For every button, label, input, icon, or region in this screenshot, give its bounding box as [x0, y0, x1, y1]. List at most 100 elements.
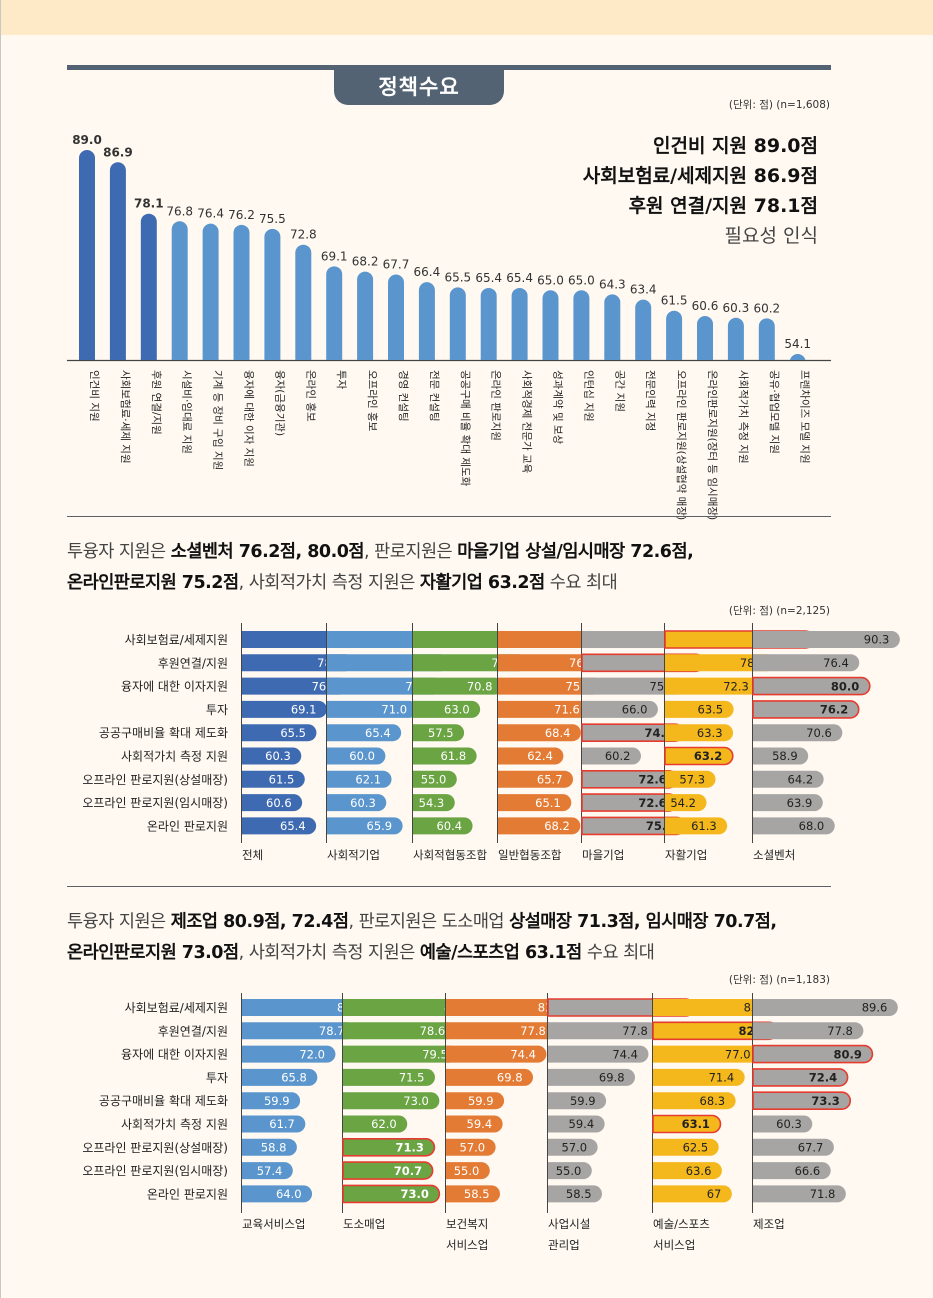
bar-value-label: 68.0	[799, 819, 825, 833]
bar-value-label: 57.3	[679, 773, 705, 787]
bar	[140, 213, 157, 360]
bar-value-label: 69.8	[599, 1071, 625, 1085]
bar-value-label: 80.0	[831, 679, 859, 693]
column-name: 제조업	[753, 1217, 785, 1231]
bar	[753, 999, 898, 1016]
bar	[498, 770, 574, 788]
bar-value-label: 63.4	[630, 283, 657, 297]
bar	[79, 150, 95, 360]
bar-value-label: 74.4	[612, 1047, 638, 1061]
bar-highlighted	[664, 746, 734, 766]
bar-highlighted	[342, 1138, 436, 1157]
bar-value-label: 78.6	[420, 1024, 446, 1038]
column-name: 마을기업	[582, 848, 624, 862]
column-name: 사업시설	[548, 1217, 590, 1231]
bar	[548, 1185, 603, 1203]
category-label: 경영 컨설팅	[397, 370, 410, 422]
bar-value-label: 65.7	[537, 773, 563, 787]
bar-value-label: 60.3	[776, 1117, 802, 1131]
bar-value-label: 67.7	[383, 258, 410, 272]
bar	[109, 162, 126, 360]
bar	[413, 817, 473, 835]
bar	[242, 794, 303, 812]
bar	[653, 1045, 762, 1063]
bar-value-label: 61.5	[269, 773, 295, 787]
bar-value-label: 71.3	[396, 1141, 424, 1155]
category-label: 시설비·임대료 지원	[181, 370, 194, 454]
column-name: 교육서비스업	[242, 1217, 305, 1231]
bar	[242, 747, 302, 765]
bar-value-label: 60.3	[265, 749, 291, 763]
bar	[753, 1138, 834, 1156]
bar-value-label: 59.9	[468, 1094, 494, 1108]
bar-value-label: 68.2	[352, 255, 379, 269]
category-label: 사회적가치 측정 지원	[737, 370, 749, 464]
bar	[233, 224, 250, 360]
bar-value-label: 69.1	[291, 703, 317, 717]
bar-value-label: 58.9	[772, 749, 798, 763]
category-label: 프렌차이즈 모델 지원	[799, 370, 811, 464]
bar	[753, 1115, 813, 1133]
bar	[511, 287, 528, 360]
bar-highlighted	[752, 1091, 851, 1110]
bar	[753, 1162, 831, 1180]
bar	[446, 1138, 496, 1156]
bar-value-label: 60.0	[349, 749, 375, 763]
bar-value-label: 77.0	[725, 1047, 751, 1061]
bar	[326, 266, 343, 360]
bar-value-label: 66.0	[622, 703, 648, 717]
bar	[498, 817, 581, 835]
bar-value-label: 65.8	[281, 1071, 307, 1085]
bar-value-label: 66.6	[795, 1164, 821, 1178]
bar	[343, 1115, 408, 1133]
row-label: 오프라인 판로지원(임시매장)	[82, 1164, 228, 1178]
bar-value-label: 65.4	[475, 271, 502, 285]
bar-value-label: 54.3	[419, 796, 445, 810]
bar	[242, 1115, 306, 1133]
bar	[665, 677, 760, 695]
bar	[753, 747, 809, 765]
bar-highlighted	[342, 1184, 441, 1204]
bar	[665, 817, 728, 835]
row-label: 사회보험료/세제지원	[125, 633, 228, 647]
bar	[343, 1045, 459, 1063]
bar-value-label: 72.0	[299, 1047, 325, 1061]
bar	[753, 794, 823, 812]
bar-value-label: 65.4	[506, 271, 533, 285]
category-label: 오프라인 홍보	[366, 370, 379, 432]
bar	[242, 1138, 297, 1156]
bar-value-label: 65.4	[280, 819, 306, 833]
bar-value-label: 65.0	[568, 273, 595, 287]
bar-value-label: 58.8	[261, 1141, 287, 1155]
bar	[327, 747, 386, 765]
bar-value-label: 71.8	[810, 1187, 836, 1201]
bar	[635, 299, 652, 360]
row-label: 온라인 판로지원	[147, 1187, 228, 1201]
bar	[480, 287, 497, 360]
row-label: 후원연결/지원	[158, 1024, 228, 1038]
bar-highlighted	[752, 676, 871, 696]
category-label: 후원 연결/지원	[150, 370, 162, 435]
bar-value-label: 55.0	[454, 1164, 480, 1178]
bar	[446, 1162, 490, 1180]
bar	[604, 294, 621, 360]
bar-value-label: 54.1	[784, 337, 811, 351]
bar-value-label: 59.9	[570, 1094, 596, 1108]
category-label: 온라인판로지원(장터 등 임시매장)	[706, 370, 719, 520]
bar-value-label: 55.0	[421, 773, 447, 787]
bar-highlighted	[752, 1068, 849, 1087]
bar-value-label: 89.6	[862, 1001, 888, 1015]
bar	[242, 1022, 355, 1040]
bar-value-label: 59.9	[264, 1094, 290, 1108]
category-label: 공간 지원	[613, 370, 625, 412]
bar-value-label: 79.5	[422, 1047, 448, 1061]
category-label: 오프라인 판로지원(상설협약 매장)	[675, 370, 688, 520]
bar-value-label: 70.8	[467, 679, 493, 693]
row-label: 공공구매비율 확대 제도화	[99, 1094, 228, 1108]
bar	[665, 770, 716, 788]
column-name: 서비스업	[446, 1238, 488, 1252]
bar	[498, 724, 581, 742]
bar	[653, 1092, 736, 1110]
bar	[665, 654, 776, 672]
bar-highlighted	[342, 1161, 434, 1180]
